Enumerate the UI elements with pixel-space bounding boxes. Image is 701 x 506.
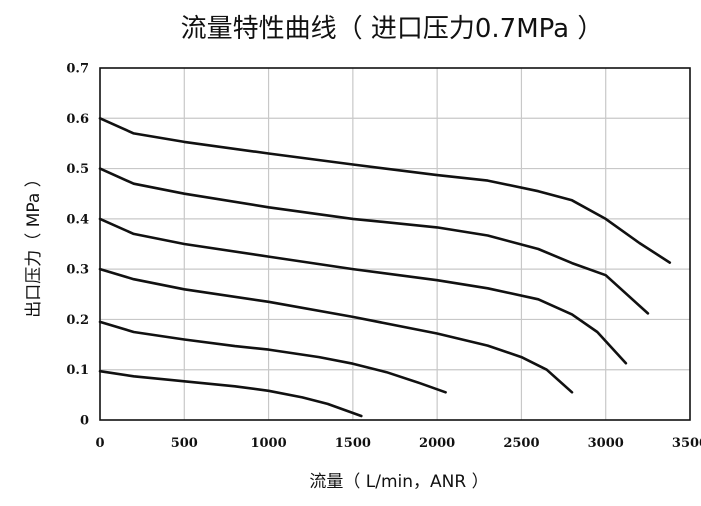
y-tick-label: 0.1: [66, 363, 89, 378]
y-tick-label: 0.4: [66, 212, 89, 227]
chart-title: 流量特性曲线（ 进口压力0.7MPa ）: [181, 14, 604, 44]
y-tick-label: 0.2: [66, 313, 89, 328]
series-layer: [98, 117, 672, 418]
x-tick-label: 2500: [503, 436, 539, 451]
y-tick-label: 0.3: [66, 263, 89, 278]
series-line-1: [98, 369, 363, 418]
x-tick-label: 2000: [419, 436, 455, 451]
x-tick-label: 1000: [250, 436, 286, 451]
y-tick-label: 0: [80, 414, 89, 429]
y-tick-label: 0.7: [66, 62, 89, 77]
y-tick-label: 0.5: [66, 162, 89, 177]
y-tick-labels: 0 0.1 0.2 0.3 0.4 0.5 0.6 0.7: [66, 62, 89, 429]
x-tick-label: 1500: [335, 436, 371, 451]
x-axis-title: 流量（ L/min，ANR ）: [309, 472, 488, 492]
plot-frame: [99, 67, 691, 421]
series-line-2: [98, 320, 447, 394]
x-tick-label: 3000: [588, 436, 624, 451]
y-tick-label: 0.6: [66, 112, 89, 127]
y-axis-title: 出口压力（ MPa ）: [24, 170, 44, 317]
x-tick-label: 500: [171, 436, 198, 451]
series-line-6: [98, 117, 672, 264]
series-line-4: [98, 217, 628, 365]
x-tick-label: 0: [95, 436, 104, 451]
series-line-5: [98, 167, 650, 315]
series-line-3: [98, 267, 574, 394]
